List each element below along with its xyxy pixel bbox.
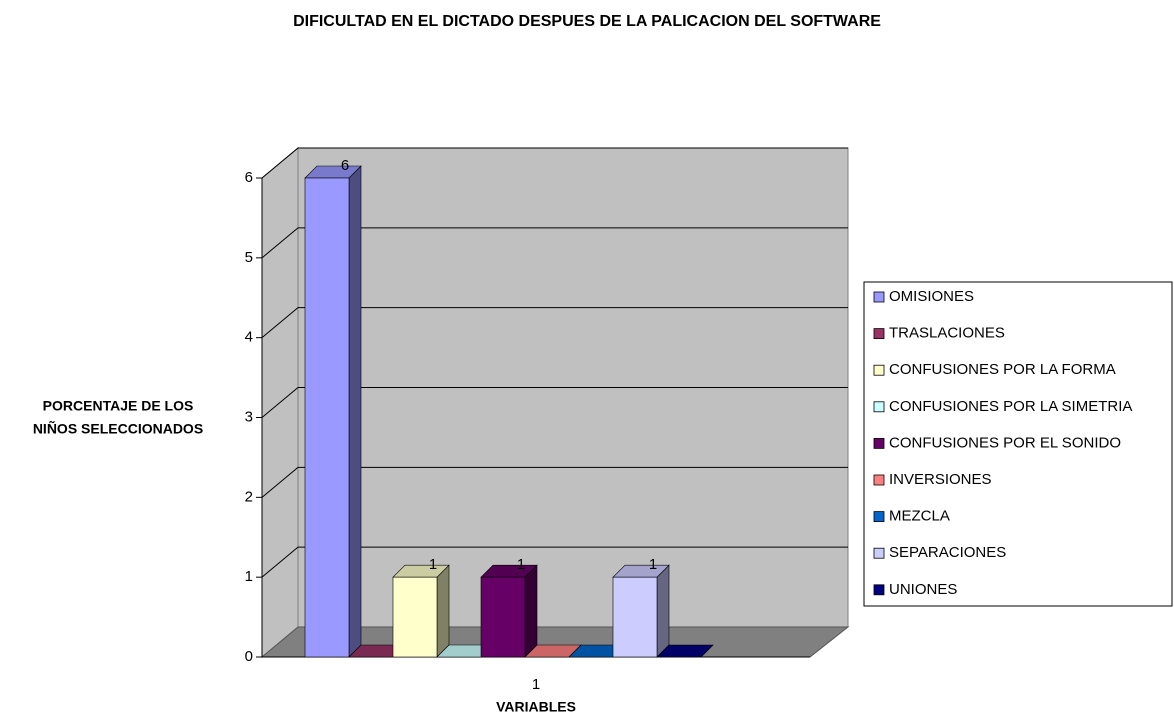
legend-swatch: [873, 437, 885, 449]
legend-label: MEZCLA: [889, 508, 950, 525]
grid-line: [261, 466, 848, 498]
bar-side: [656, 564, 670, 658]
x-axis-label: VARIABLES: [496, 699, 576, 715]
legend-swatch: [873, 511, 885, 523]
legend-label: SEPARACIONES: [889, 544, 1006, 561]
grid-line: [261, 227, 848, 259]
bar-front: [480, 576, 526, 658]
grid-line: [261, 307, 848, 339]
legend-swatch: [873, 547, 885, 559]
x-tick-label: 1: [532, 676, 540, 693]
bar-front: [392, 576, 438, 658]
legend-swatch: [873, 328, 885, 340]
bar: [612, 564, 670, 658]
legend-swatch: [873, 291, 885, 303]
bar: [304, 165, 362, 658]
grid-line: [261, 546, 848, 578]
chart-title: DIFICULTAD EN EL DICTADO DESPUES DE LA P…: [293, 13, 881, 30]
grid-line: [261, 147, 848, 179]
legend-label: INVERSIONES: [889, 471, 992, 488]
y-tick-label: 6: [245, 169, 253, 186]
legend-box: [863, 281, 1173, 607]
bar: [656, 644, 714, 658]
legend-swatch: [873, 474, 885, 486]
bar-front: [612, 576, 658, 658]
data-label: 1: [649, 556, 657, 573]
bar: [392, 564, 450, 658]
bar-top: [656, 644, 714, 658]
bar-front: [304, 177, 350, 658]
legend-swatch: [873, 401, 885, 413]
legend-label: TRASLACIONES: [889, 325, 1005, 342]
y-tick-label: 4: [245, 329, 253, 346]
legend-label: UNIONES: [889, 581, 957, 598]
grid-line: [261, 387, 848, 418]
legend-swatch: [873, 584, 885, 596]
y-tick-label: 2: [245, 488, 253, 505]
bar-side: [348, 165, 362, 658]
bar: [480, 564, 538, 658]
legend-label: CONFUSIONES POR EL SONIDO: [889, 434, 1121, 451]
legend-label: CONFUSIONES POR LA SIMETRIA: [889, 398, 1132, 415]
y-axis-label: NIÑOS SELECCIONADOS: [33, 420, 203, 437]
data-label: 6: [341, 157, 349, 174]
y-axis-label: PORCENTAJE DE LOS: [43, 398, 194, 414]
y-tick-label: 3: [245, 408, 253, 425]
data-label: 1: [517, 556, 525, 573]
y-tick-label: 1: [245, 568, 253, 585]
legend-swatch: [873, 364, 885, 376]
y-tick-label: 0: [245, 648, 253, 665]
legend-label: CONFUSIONES POR LA FORMA: [889, 361, 1116, 378]
data-label: 1: [429, 556, 437, 573]
legend-label: OMISIONES: [889, 288, 974, 305]
bar-side: [436, 564, 450, 658]
bar-side: [524, 564, 538, 658]
y-tick-label: 5: [245, 249, 253, 266]
